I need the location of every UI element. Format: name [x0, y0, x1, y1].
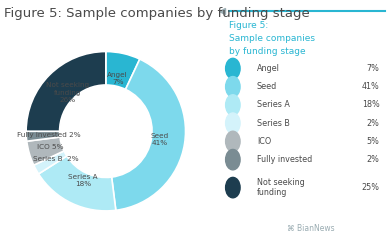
Text: 7%: 7% — [367, 64, 379, 73]
Circle shape — [226, 149, 240, 170]
Text: Seed
41%: Seed 41% — [150, 133, 169, 147]
Text: 2%: 2% — [367, 155, 379, 164]
Text: 5%: 5% — [367, 137, 379, 146]
Text: Series B: Series B — [257, 119, 290, 128]
Text: Series A
18%: Series A 18% — [68, 174, 98, 187]
Wedge shape — [27, 137, 64, 165]
Text: Sample companies: Sample companies — [229, 34, 316, 43]
Text: 41%: 41% — [362, 82, 379, 91]
Text: Figure 5:: Figure 5: — [229, 21, 269, 30]
Text: Angel: Angel — [257, 64, 280, 73]
Text: Figure 5: Sample companies by funding stage: Figure 5: Sample companies by funding st… — [4, 7, 310, 20]
Wedge shape — [26, 131, 60, 141]
Circle shape — [226, 58, 240, 79]
Text: Fully invested: Fully invested — [257, 155, 312, 164]
Text: Series A: Series A — [257, 100, 290, 110]
Circle shape — [226, 113, 240, 133]
Text: Not seeking
funding: Not seeking funding — [257, 178, 305, 197]
Text: Series B  2%: Series B 2% — [33, 156, 78, 162]
Wedge shape — [38, 156, 116, 211]
Text: Angel
7%: Angel 7% — [107, 72, 128, 85]
Text: 2%: 2% — [367, 119, 379, 128]
Circle shape — [226, 77, 240, 97]
Text: Not seeking
funding
26%: Not seeking funding 26% — [46, 82, 89, 103]
Text: ⌘ BianNews: ⌘ BianNews — [287, 224, 334, 233]
Text: 18%: 18% — [362, 100, 379, 110]
Wedge shape — [112, 59, 185, 210]
Text: ICO: ICO — [257, 137, 271, 146]
Text: by funding stage: by funding stage — [229, 47, 306, 56]
Text: 25%: 25% — [361, 183, 379, 192]
Wedge shape — [26, 52, 106, 131]
Circle shape — [226, 131, 240, 152]
Text: Fully invested 2%: Fully invested 2% — [17, 132, 80, 138]
Circle shape — [226, 177, 240, 198]
Wedge shape — [34, 151, 67, 174]
Circle shape — [226, 95, 240, 115]
Text: ICO 5%: ICO 5% — [38, 144, 64, 150]
Text: Seed: Seed — [257, 82, 277, 91]
Wedge shape — [106, 52, 140, 89]
